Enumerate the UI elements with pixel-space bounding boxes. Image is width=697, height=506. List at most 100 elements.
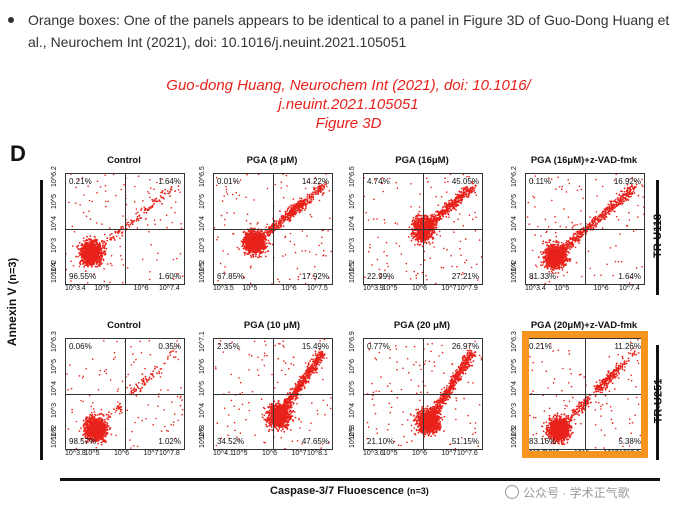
y-tick-label: 10^6.2 bbox=[51, 166, 58, 187]
plot-area: 0.06% 0.35% 98.57% 1.02% bbox=[65, 338, 185, 450]
quadrant-percent: 14.22% bbox=[301, 177, 329, 186]
y-tick-label: 10^4 bbox=[349, 216, 356, 231]
y-tick-label: 10^3 bbox=[199, 238, 206, 253]
quadrant-percent: 0.77% bbox=[367, 342, 390, 351]
y-tick-label: 10^3 bbox=[51, 238, 58, 253]
plot-title: PGA (20 μM) bbox=[393, 320, 451, 331]
citation-line-2: j.neuint.2021.105051 bbox=[278, 96, 419, 113]
quadrant-percent: 1.64% bbox=[618, 272, 641, 281]
quadrant-percent: 51.15% bbox=[451, 437, 479, 446]
y-tick-label: 10^4 bbox=[51, 381, 58, 396]
y-axis-bar bbox=[40, 180, 43, 460]
scatter-plot-3: PGA (16μM) 4.74% 45.05% 22.99% 27.21% 10^3.9 1… bbox=[349, 155, 483, 305]
event-dots bbox=[66, 174, 184, 284]
quadrant-percent: 22.99% bbox=[367, 272, 395, 281]
quadrant-percent: 4.74% bbox=[367, 177, 390, 186]
x-tick-label: 10^5 bbox=[84, 450, 100, 457]
quadrant-percent: 0.21% bbox=[69, 177, 92, 186]
y-tick-label: 10^2.9 bbox=[349, 427, 356, 448]
y-tick-label: 10^1.5 bbox=[349, 262, 356, 283]
event-dots bbox=[366, 340, 482, 449]
citation-line-1: Guo-dong Huang, Neurochem Int (2021), do… bbox=[166, 77, 531, 94]
y-tick-label: 10^6.3 bbox=[51, 331, 58, 352]
quadrant-percent: 67.85% bbox=[217, 272, 245, 281]
scatter-plot-7: PGA (20 μM) 0.77% 26.97% 21.10% 51.15% 10^3.6… bbox=[349, 320, 483, 470]
y-tick-label: 10^5 bbox=[51, 194, 58, 209]
event-dots bbox=[526, 174, 644, 284]
x-tick-label: 10^5 bbox=[382, 285, 398, 292]
x-tick-label: 10^3.8 bbox=[65, 450, 86, 457]
plot-title: PGA (20μM)+z-VAD-fmk bbox=[530, 320, 638, 331]
x-tick-label: 10^7 bbox=[441, 450, 457, 457]
y-tick-label: 10^5 bbox=[511, 359, 518, 374]
x-tick-label: 10^6 bbox=[262, 450, 277, 457]
y-tick-label: 10^1.4 bbox=[511, 262, 518, 283]
quadrant-percent: 15.49% bbox=[301, 342, 329, 351]
quadrant-percent: 0.06% bbox=[69, 342, 92, 351]
x-tick-label: 10^6 bbox=[281, 285, 297, 292]
quadrant-percent: 21.10% bbox=[367, 437, 395, 446]
y-tick-label: 10^4 bbox=[511, 216, 518, 231]
row-label-1: TR-U118 bbox=[652, 213, 665, 259]
quadrant-horizontal-gate bbox=[214, 394, 332, 395]
y-tick-label: 10^6 bbox=[349, 359, 356, 374]
y-tick-label: 10^1.5 bbox=[199, 262, 206, 283]
scatter-plot-8: PGA (20μM)+z-VAD-fmk 0.21% 11.26% 83.16% 5.3… bbox=[511, 320, 645, 470]
y-tick-label: 10^5 bbox=[349, 194, 356, 209]
x-tick-label: 10^6 bbox=[114, 450, 129, 457]
quadrant-percent: 81.33% bbox=[529, 272, 557, 281]
x-tick-label: 10^5 bbox=[94, 285, 110, 292]
plot-area: 0.11% 16.92% 81.33% 1.64% bbox=[525, 173, 645, 285]
quadrant-percent: 2.35% bbox=[217, 342, 240, 351]
y-tick-label: 10^3 bbox=[511, 238, 518, 253]
y-tick-label: 10^4 bbox=[51, 216, 58, 231]
x-tick-label: 10^7.5 bbox=[307, 285, 328, 292]
citation: Guo-dong Huang, Neurochem Int (2021), do… bbox=[0, 76, 697, 133]
quadrant-percent: 0.01% bbox=[217, 177, 240, 186]
quadrant-percent: 34.52% bbox=[217, 437, 245, 446]
plot-area: 2.35% 15.49% 34.52% 47.65% bbox=[213, 338, 333, 450]
scatter-plot-4: PGA (16μM)+z-VAD-fmk 0.11% 16.92% 81.33% 1.6… bbox=[511, 155, 645, 305]
y-tick-label: 10^1.8 bbox=[51, 427, 58, 448]
scatter-plot-5: Control 0.06% 0.35% 98.57% 1.02% 10^3.8 10^5 10… bbox=[51, 320, 185, 470]
quadrant-horizontal-gate bbox=[364, 394, 482, 395]
y-axis-label-n: (n=3) bbox=[7, 257, 19, 285]
quadrant-percent: 11.26% bbox=[614, 342, 641, 351]
quadrant-horizontal-gate bbox=[526, 229, 644, 230]
quadrant-percent: 98.57% bbox=[69, 437, 97, 446]
quadrant-percent: 47.65% bbox=[301, 437, 329, 446]
y-tick-label: 10^2.6 bbox=[199, 427, 206, 448]
x-tick-label: 10^6 bbox=[593, 285, 609, 292]
row-bar-1 bbox=[656, 180, 659, 295]
quadrant-percent: 0.11% bbox=[529, 177, 552, 186]
y-tick-label: 10^6.5 bbox=[199, 166, 206, 187]
scatter-plot-6: PGA (10 μM) 2.35% 15.49% 34.52% 47.65% 10^4.1… bbox=[199, 320, 333, 470]
x-tick-label: 10^5 bbox=[232, 450, 248, 457]
plot-title: PGA (16μM) bbox=[395, 155, 449, 166]
quadrant-horizontal-gate bbox=[526, 394, 644, 395]
x-tick-label: 10^6 bbox=[412, 285, 427, 292]
x-tick-label: 10^6 bbox=[133, 285, 149, 292]
y-tick-label: 10^3 bbox=[349, 238, 356, 253]
event-dots bbox=[526, 339, 644, 449]
x-tick-label: 10^5 bbox=[382, 450, 398, 457]
quadrant-percent: 0.21% bbox=[529, 342, 552, 351]
watermark: 公众号 · 学术正气歌 bbox=[505, 484, 630, 501]
plot-title: Control bbox=[107, 155, 141, 166]
quadrant-percent: 27.21% bbox=[451, 272, 479, 281]
bullet-dot bbox=[8, 17, 14, 23]
y-tick-label: 10^1.4 bbox=[51, 262, 58, 283]
y-tick-label: 10^5 bbox=[51, 359, 58, 374]
x-tick-label: 10^7.4 bbox=[619, 285, 640, 292]
y-tick-label: 10^3 bbox=[51, 403, 58, 418]
y-tick-label: 10^6.9 bbox=[349, 331, 356, 352]
orange-highlight-box bbox=[522, 331, 648, 458]
x-axis-label-n: (n=3) bbox=[406, 486, 429, 496]
y-tick-label: 10^6.2 bbox=[511, 166, 518, 187]
y-tick-label: 10^3 bbox=[511, 403, 518, 418]
plot-title: PGA (10 μM) bbox=[243, 320, 301, 331]
quadrant-horizontal-gate bbox=[364, 229, 482, 230]
quadrant-percent: 1.02% bbox=[158, 437, 181, 446]
row-bar-2 bbox=[656, 345, 659, 460]
quadrant-percent: 83.16% bbox=[529, 437, 557, 446]
